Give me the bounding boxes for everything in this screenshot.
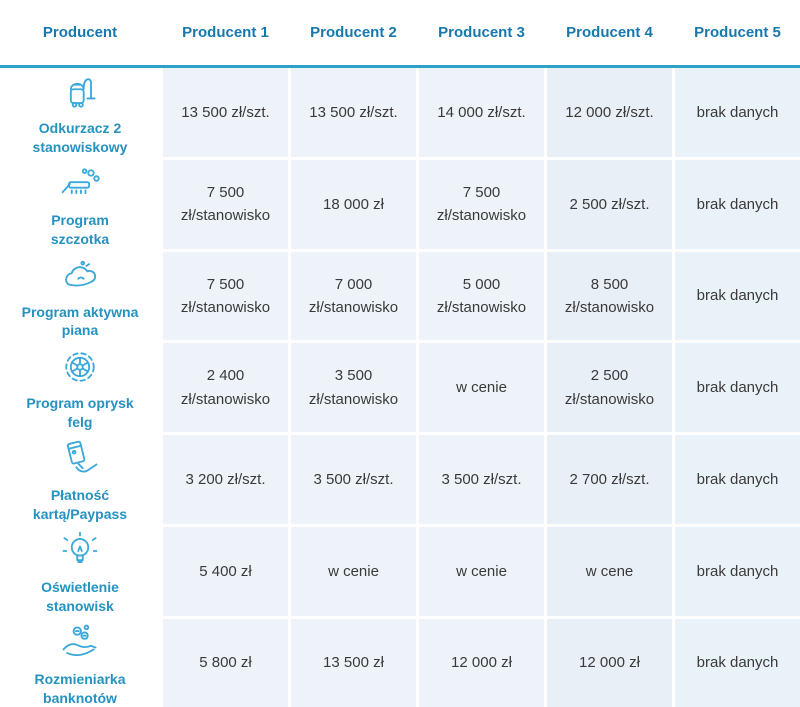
price-cell: brak danych (675, 251, 800, 341)
price-cell: 2 700 zł/szt. (547, 435, 672, 524)
vacuum-icon (58, 68, 102, 114)
price-cell: 12 000 zł/szt. (547, 68, 672, 157)
price-cell: brak danych (675, 526, 800, 616)
feature-label: Oświetlenie stanowisk (41, 578, 119, 614)
header-producent: Producent (0, 0, 160, 65)
price-cell: 13 500 zł (291, 618, 416, 707)
header-producent-5: Producent 5 (675, 0, 800, 65)
lightbulb-icon (58, 527, 102, 573)
price-cell: 3 500 zł/stanowisko (291, 343, 416, 433)
feature-row-brush: Program szczotka (0, 159, 160, 249)
brush-icon (58, 160, 102, 206)
price-cell: w cene (547, 526, 672, 616)
price-cell: 14 000 zł/szt. (419, 68, 544, 157)
price-cell: brak danych (675, 618, 800, 707)
feature-row-banknote-changer: Rozmieniarka banknotów (0, 618, 160, 707)
price-cell: 2 500 zł/stanowisko (547, 343, 672, 433)
feature-label: Płatność kartą/Paypass (32, 487, 128, 523)
wheel-rim-icon (58, 343, 102, 389)
feature-row-vacuum: Odkurzacz 2 stanowiskowy (0, 68, 160, 157)
price-cell: 8 500 zł/stanowisko (547, 251, 672, 341)
price-cell: brak danych (675, 343, 800, 433)
price-cell: brak danych (675, 68, 800, 157)
price-cell: 2 400 zł/stanowisko (163, 343, 288, 433)
price-cell: 7 000 zł/stanowisko (291, 251, 416, 341)
foam-icon (58, 252, 102, 298)
price-cell: brak danych (675, 159, 800, 249)
price-cell: 3 500 zł/szt. (291, 435, 416, 524)
feature-label: Odkurzacz 2 stanowiskowy (32, 120, 128, 155)
price-cell: 12 000 zł (419, 618, 544, 707)
feature-row-wheel: Program oprysk felg (0, 343, 160, 433)
header-producent-4: Producent 4 (547, 0, 672, 65)
header-producent-2: Producent 2 (291, 0, 416, 65)
price-cell: w cenie (291, 526, 416, 616)
price-cell: 2 500 zł/szt. (547, 159, 672, 249)
feature-row-card-payment: Płatność kartą/Paypass (0, 435, 160, 524)
price-cell: 3 500 zł/szt. (419, 435, 544, 524)
price-cell: 7 500 zł/stanowisko (163, 251, 288, 341)
feature-label: Program aktywna piana (21, 303, 139, 339)
feature-row-lighting: Oświetlenie stanowisk (0, 526, 160, 616)
price-cell: w cenie (419, 343, 544, 433)
price-cell: brak danych (675, 435, 800, 524)
price-cell: 5 400 zł (163, 526, 288, 616)
hand-coins-icon (58, 619, 102, 665)
price-cell: 3 200 zł/szt. (163, 435, 288, 524)
header-producent-3: Producent 3 (419, 0, 544, 65)
price-cell: 12 000 zł (547, 618, 672, 707)
header-producent-1: Producent 1 (163, 0, 288, 65)
feature-row-foam: Program aktywna piana (0, 251, 160, 341)
price-cell: 5 800 zł (163, 618, 288, 707)
price-cell: 13 500 zł/szt. (163, 68, 288, 157)
feature-label: Program szczotka (50, 211, 110, 247)
price-cell: 7 500 zł/stanowisko (163, 159, 288, 249)
card-payment-icon (58, 435, 102, 481)
price-cell: 18 000 zł (291, 159, 416, 249)
price-cell: 13 500 zł/szt. (291, 68, 416, 157)
price-cell: 7 500 zł/stanowisko (419, 159, 544, 249)
header-divider-line (0, 65, 800, 68)
price-cell: 5 000 zł/stanowisko (419, 251, 544, 341)
price-cell: w cenie (419, 526, 544, 616)
feature-label: Program oprysk felg (26, 395, 134, 431)
feature-label: Rozmieniarka banknotów (34, 670, 126, 706)
